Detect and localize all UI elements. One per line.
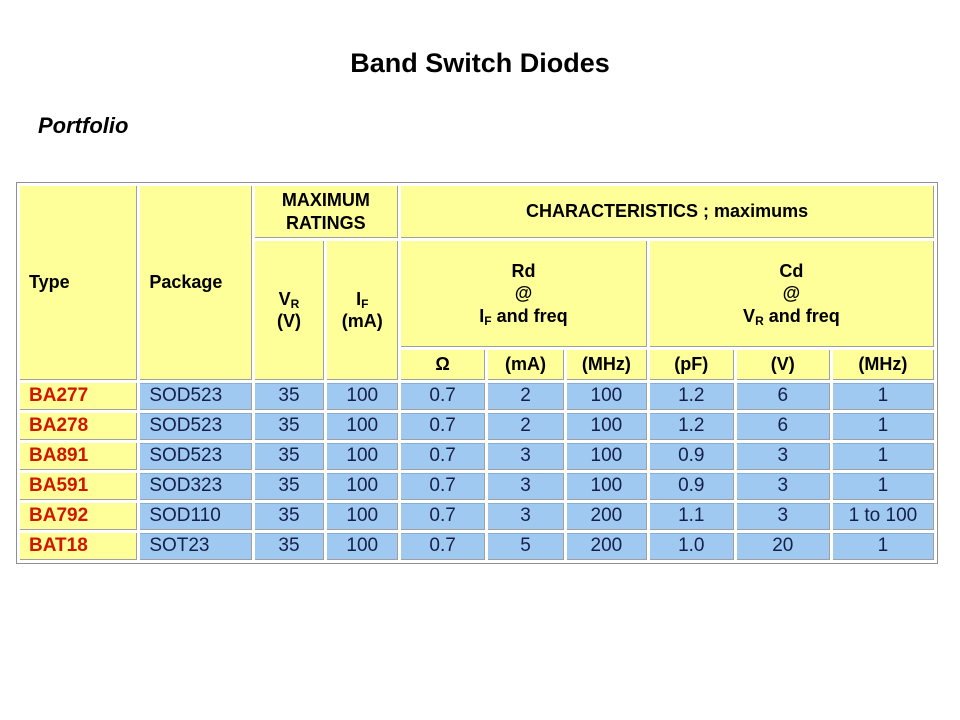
cd-line3-text: and freq [763,305,840,326]
vr-subscript: R [290,296,300,311]
if-unit: (mA) [341,311,383,331]
cd-v-cell: 6 [736,383,830,410]
package-cell: SOT23 [140,533,252,560]
rd-ma-cell: 3 [488,443,564,470]
column-header-vr: VR (V) [254,241,325,380]
cd-mhz-cell: 1 [832,473,934,500]
rd-mhz-cell: 100 [566,383,647,410]
if-cell: 100 [327,443,399,470]
cd-mhz-cell: 1 [832,413,934,440]
column-header-if: IF (mA) [327,241,399,380]
rd-mhz-cell: 200 [566,533,647,560]
type-cell: BA277 [20,383,138,410]
column-header-type: Type [20,186,138,380]
unit-header-mhz-rd: (MHz) [566,350,647,380]
group-header-cd: Cd @ VR and freq [649,241,934,347]
if-cell: 100 [327,413,399,440]
cd-pf-cell: 1.0 [649,533,734,560]
vr-cell: 35 [254,473,325,500]
package-cell: SOD523 [140,383,252,410]
table-row: BA277 SOD523 35 100 0.7 2 100 1.2 6 1 [20,383,934,410]
rd-line3-symbol: I [479,305,485,326]
type-cell: BAT18 [20,533,138,560]
if-subscript: F [361,296,369,311]
rd-ma-cell: 2 [488,413,564,440]
rd-ma-cell: 5 [488,533,564,560]
cd-pf-cell: 1.1 [649,503,734,530]
rd-ohm-cell: 0.7 [401,383,486,410]
if-cell: 100 [327,533,399,560]
cd-pf-cell: 1.2 [649,413,734,440]
rd-ohm-cell: 0.7 [401,473,486,500]
cd-v-cell: 3 [736,443,830,470]
rd-ohm-cell: 0.7 [401,533,486,560]
cd-line1: Cd [779,260,804,281]
rd-ohm-cell: 0.7 [401,413,486,440]
group-header-rd: Rd @ IF and freq [401,241,647,347]
vr-cell: 35 [254,413,325,440]
rd-ma-cell: 3 [488,473,564,500]
rd-mhz-cell: 100 [566,443,647,470]
rd-mhz-cell: 100 [566,473,647,500]
vr-cell: 35 [254,443,325,470]
package-cell: SOD110 [140,503,252,530]
cd-pf-cell: 0.9 [649,443,734,470]
cd-line3-symbol: V [743,305,756,326]
rd-line2: @ [514,283,533,304]
table-row: BAT18 SOT23 35 100 0.7 5 200 1.0 20 1 [20,533,934,560]
group-header-maximum-ratings: MAXIMUM RATINGS [254,186,399,238]
cd-v-cell: 6 [736,413,830,440]
vr-cell: 35 [254,503,325,530]
unit-header-pf: (pF) [649,350,734,380]
rd-mhz-cell: 200 [566,503,647,530]
vr-unit: (V) [276,311,301,331]
type-cell: BA792 [20,503,138,530]
table-row: BA891 SOD523 35 100 0.7 3 100 0.9 3 1 [20,443,934,470]
type-cell: BA278 [20,413,138,440]
package-cell: SOD523 [140,443,252,470]
type-cell: BA891 [20,443,138,470]
table-row: BA792 SOD110 35 100 0.7 3 200 1.1 3 1 to… [20,503,934,530]
package-cell: SOD323 [140,473,252,500]
cd-mhz-cell: 1 to 100 [832,503,934,530]
rd-ma-cell: 2 [488,383,564,410]
unit-header-ma: (mA) [488,350,564,380]
cd-mhz-cell: 1 [832,383,934,410]
vr-cell: 35 [254,533,325,560]
if-symbol: I [356,288,362,309]
vr-symbol: V [278,288,291,309]
section-subtitle: Portfolio [38,113,129,138]
unit-header-mhz-cd: (MHz) [832,350,934,380]
cd-mhz-cell: 1 [832,533,934,560]
type-cell: BA591 [20,473,138,500]
cd-line2: @ [782,283,801,304]
column-header-package: Package [140,186,252,380]
rd-mhz-cell: 100 [566,413,647,440]
rd-line3-subscript: F [484,313,492,328]
rd-line1: Rd [511,260,536,281]
group-header-characteristics: CHARACTERISTICS ; maximums [401,186,934,238]
cd-mhz-cell: 1 [832,443,934,470]
cd-v-cell: 20 [736,533,830,560]
cd-pf-cell: 0.9 [649,473,734,500]
cd-pf-cell: 1.2 [649,383,734,410]
portfolio-table: Type Package MAXIMUM RATINGS CHARACTERIS… [16,182,938,564]
if-cell: 100 [327,383,399,410]
table-row: BA591 SOD323 35 100 0.7 3 100 0.9 3 1 [20,473,934,500]
vr-cell: 35 [254,383,325,410]
rd-line3-text: and freq [491,305,568,326]
rd-ohm-cell: 0.7 [401,443,486,470]
if-cell: 100 [327,503,399,530]
unit-header-ohm: Ω [401,350,486,380]
package-cell: SOD523 [140,413,252,440]
table-row: BA278 SOD523 35 100 0.7 2 100 1.2 6 1 [20,413,934,440]
if-cell: 100 [327,473,399,500]
unit-header-v: (V) [736,350,830,380]
cd-v-cell: 3 [736,503,830,530]
page-title: Band Switch Diodes [350,48,610,78]
cd-v-cell: 3 [736,473,830,500]
cd-line3-subscript: R [755,313,764,328]
rd-ma-cell: 3 [488,503,564,530]
rd-ohm-cell: 0.7 [401,503,486,530]
